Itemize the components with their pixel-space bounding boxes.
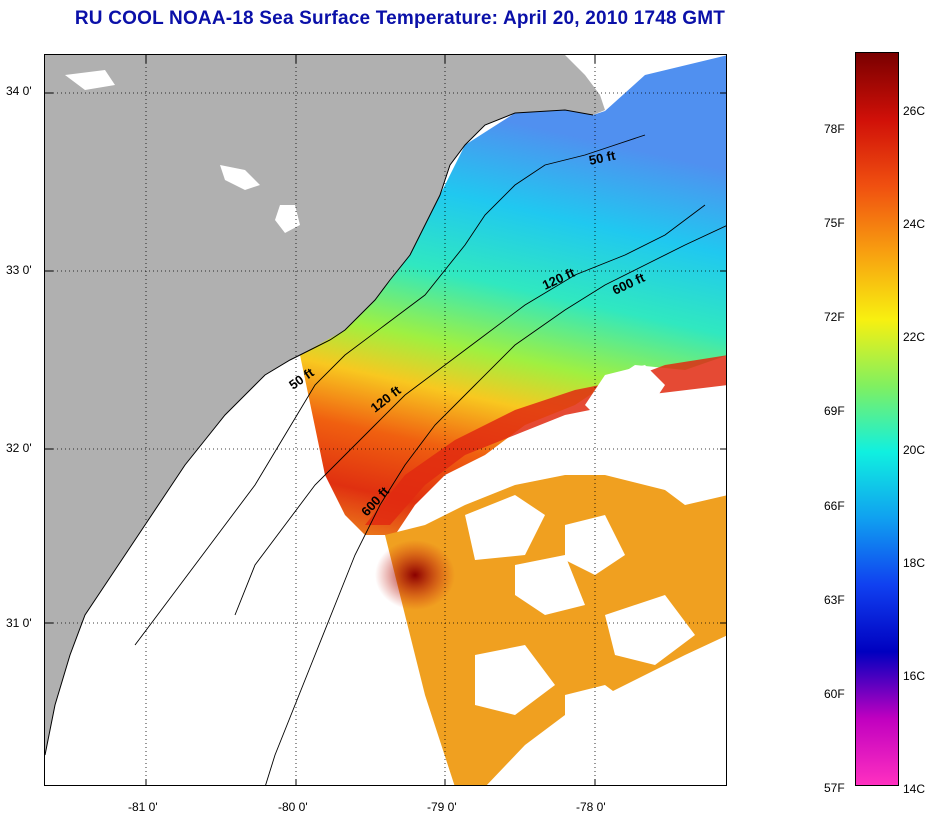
warm-core — [375, 540, 455, 610]
map-title: RU COOL NOAA-18 Sea Surface Temperature:… — [74, 8, 726, 29]
isobath-50ft — [134, 134, 646, 646]
lat-label-31: 31 0' — [6, 616, 32, 630]
colorbar-label-c-1: 24C — [903, 217, 926, 231]
lon-label-80: -80 0' — [278, 800, 308, 814]
temperature-colorbar — [855, 52, 899, 786]
lon-label-81: -81 0' — [128, 800, 158, 814]
isobath-label-50ft-north: 50 ft — [588, 148, 618, 168]
sst-swath-south — [385, 475, 726, 785]
colorbar-label-f-4: 66F — [824, 499, 845, 513]
cloud-mask — [465, 365, 726, 755]
colorbar-label-f-2: 72F — [824, 310, 845, 324]
colorbar-label-c-4: 18C — [903, 556, 926, 570]
lat-label-32: 32 0' — [6, 441, 32, 455]
land-mass — [45, 55, 605, 755]
sst-swath — [300, 55, 726, 535]
colorbar-label-c-5: 16C — [903, 669, 926, 683]
land-islands — [65, 70, 300, 233]
colorbar-label-c-0: 26C — [903, 104, 926, 118]
colorbar-label-c-2: 22C — [903, 330, 926, 344]
lat-label-33: 33 0' — [6, 263, 32, 277]
frame-ticks — [45, 55, 726, 785]
sst-map: 50 ft 50 ft 120 ft 120 ft 600 ft 600 ft — [44, 54, 727, 786]
colorbar-label-f-0: 78F — [824, 122, 845, 136]
colorbar-label-f-5: 63F — [824, 593, 845, 607]
lon-label-79: -79 0' — [427, 800, 457, 814]
isobath-120ft — [234, 204, 706, 616]
colorbar-label-f-1: 75F — [824, 216, 845, 230]
colorbar-label-f-3: 69F — [824, 404, 845, 418]
sst-map-canvas: 50 ft 50 ft 120 ft 120 ft 600 ft 600 ft — [45, 55, 726, 785]
lat-label-34: 34 0' — [6, 84, 32, 98]
colorbar-label-f-7: 57F — [824, 781, 845, 795]
coastline — [45, 109, 594, 756]
isobath-600ft — [265, 225, 726, 785]
colorbar-label-f-6: 60F — [824, 687, 845, 701]
lon-label-78: -78 0' — [576, 800, 606, 814]
colorbar-label-c-3: 20C — [903, 443, 926, 457]
colorbar-label-c-6: 14C — [903, 782, 926, 796]
